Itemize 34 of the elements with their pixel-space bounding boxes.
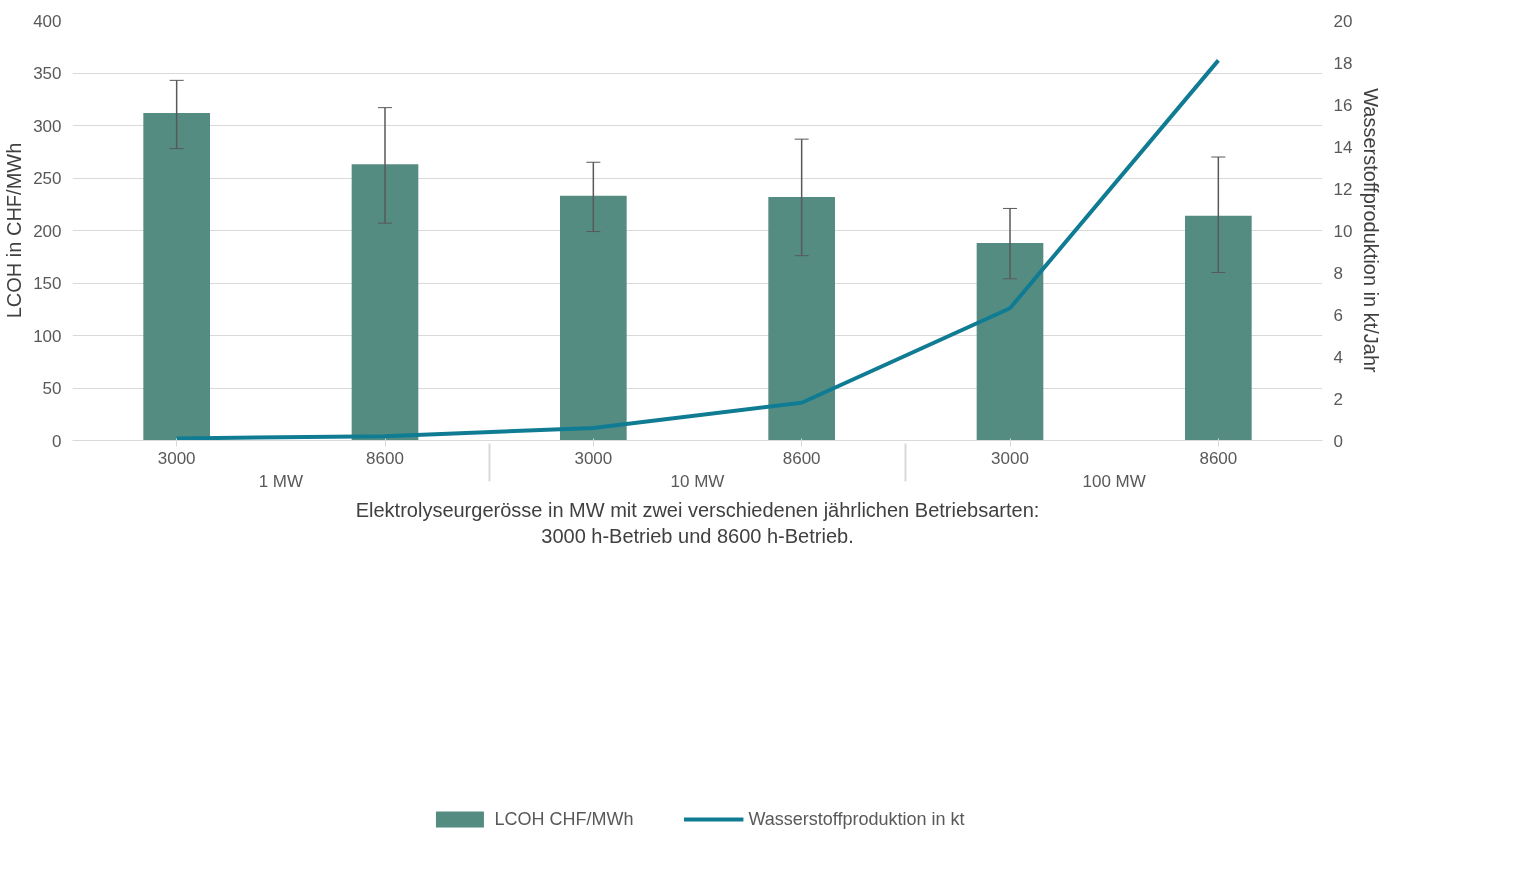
y-tick-label: 400 — [33, 11, 62, 31]
text: 100 MW — [1082, 471, 1146, 491]
y-tick-label: 250 — [33, 169, 62, 188]
y2-axis-title: Wasserstoffproduktion in kt/Jahr — [1360, 88, 1383, 374]
legend-label: Wasserstoffproduktion in kt — [748, 808, 965, 830]
x-tick-label: 3000 — [574, 448, 613, 468]
legend-label: LCOH CHF/MWh — [494, 808, 634, 830]
y-tick-label: 100 — [33, 326, 62, 346]
y-tick-label: 350 — [33, 64, 62, 83]
y-tick-label: 150 — [33, 274, 62, 293]
text: 1 MW — [258, 471, 304, 491]
x-axis-title: Elektrolyseurgerösse in MW mit zwei verschiedenen jährlichen Betriebsarten: 3000 h-Betrieb und 8600 h-Betrieb. — [355, 498, 1040, 547]
y2-tick-label: 4 — [1333, 347, 1343, 367]
y-tick-label: 0 — [52, 431, 62, 451]
y2-tick-label: 16 — [1333, 95, 1353, 115]
x-tick-label: 8600 — [782, 448, 821, 468]
y-tick-label: 300 — [33, 116, 62, 136]
x-tick-label: 3000 — [991, 448, 1029, 468]
y2-tick-label: 2 — [1333, 389, 1343, 409]
text: 10 MW — [670, 471, 725, 491]
y2-tick-label: 20 — [1333, 11, 1353, 31]
y2-tick-label: 10 — [1333, 221, 1353, 241]
x-tick-label: 8600 — [366, 448, 404, 468]
y-tick-label: 200 — [33, 221, 62, 241]
y-axis-title: LCOH in CHF/MWh — [3, 142, 26, 319]
y2-tick-label: 8 — [1333, 263, 1343, 283]
y2-tick-label: 12 — [1333, 179, 1353, 199]
y2-tick-label: 0 — [1333, 431, 1343, 451]
x-tick-label: 3000 — [157, 448, 196, 468]
y2-tick-label: 18 — [1333, 53, 1353, 73]
y2-tick-label: 6 — [1333, 305, 1343, 325]
y-tick-label: 50 — [42, 379, 62, 398]
y2-tick-label: 14 — [1333, 137, 1353, 157]
x-tick-label: 8600 — [1199, 448, 1238, 468]
